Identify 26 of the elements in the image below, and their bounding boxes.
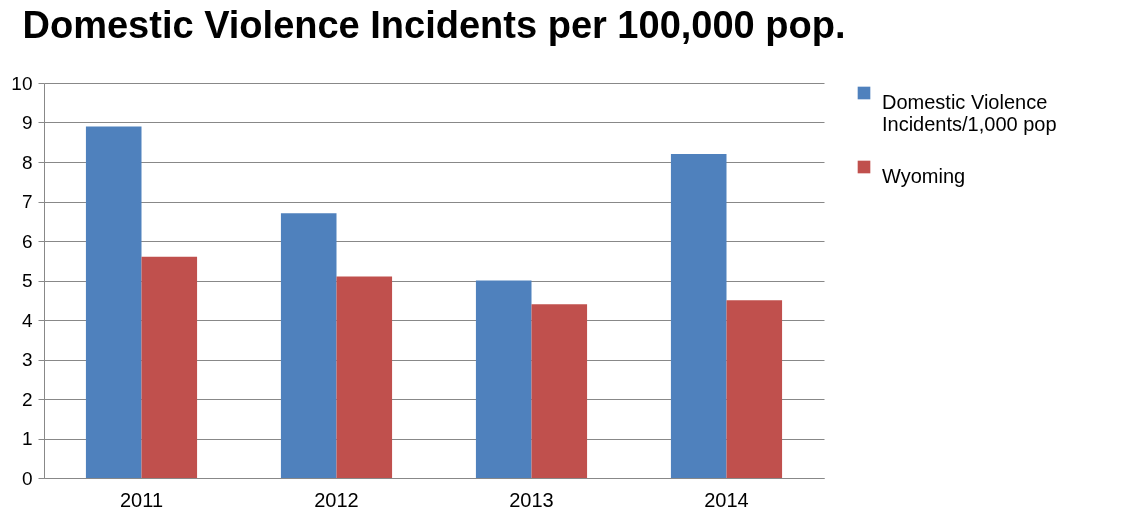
y-tick-label: 10	[11, 72, 33, 94]
y-tick-label: 0	[21, 467, 33, 489]
bar	[85, 126, 142, 478]
x-tick-label: 2012	[314, 488, 359, 511]
y-tick-label: 6	[21, 230, 33, 252]
y-tick-label: 2	[21, 388, 33, 410]
bar	[280, 213, 337, 478]
y-tick-label: 5	[21, 270, 33, 291]
y-tick-label: 9	[21, 112, 33, 133]
x-tick-label: 2014	[704, 488, 749, 511]
y-tick-label: 7	[21, 191, 33, 212]
bar	[726, 300, 783, 478]
legend-label: Domestic Violence Incidents/1,000 pop	[882, 91, 1057, 135]
legend-label: Wyoming	[882, 165, 966, 187]
y-tick-label: 4	[21, 309, 33, 331]
chart-title: Domestic Violence Incidents per 100,000 pop.	[22, 4, 846, 46]
bar	[336, 276, 393, 478]
bar	[141, 256, 198, 478]
bar	[670, 154, 727, 478]
y-tick-label: 3	[21, 349, 33, 370]
x-tick-label: 2013	[509, 488, 554, 511]
y-tick-label: 1	[21, 428, 33, 449]
bar	[475, 280, 532, 478]
bar	[531, 304, 588, 478]
y-tick-label: 8	[21, 151, 33, 173]
x-tick-label: 2011	[119, 488, 164, 511]
